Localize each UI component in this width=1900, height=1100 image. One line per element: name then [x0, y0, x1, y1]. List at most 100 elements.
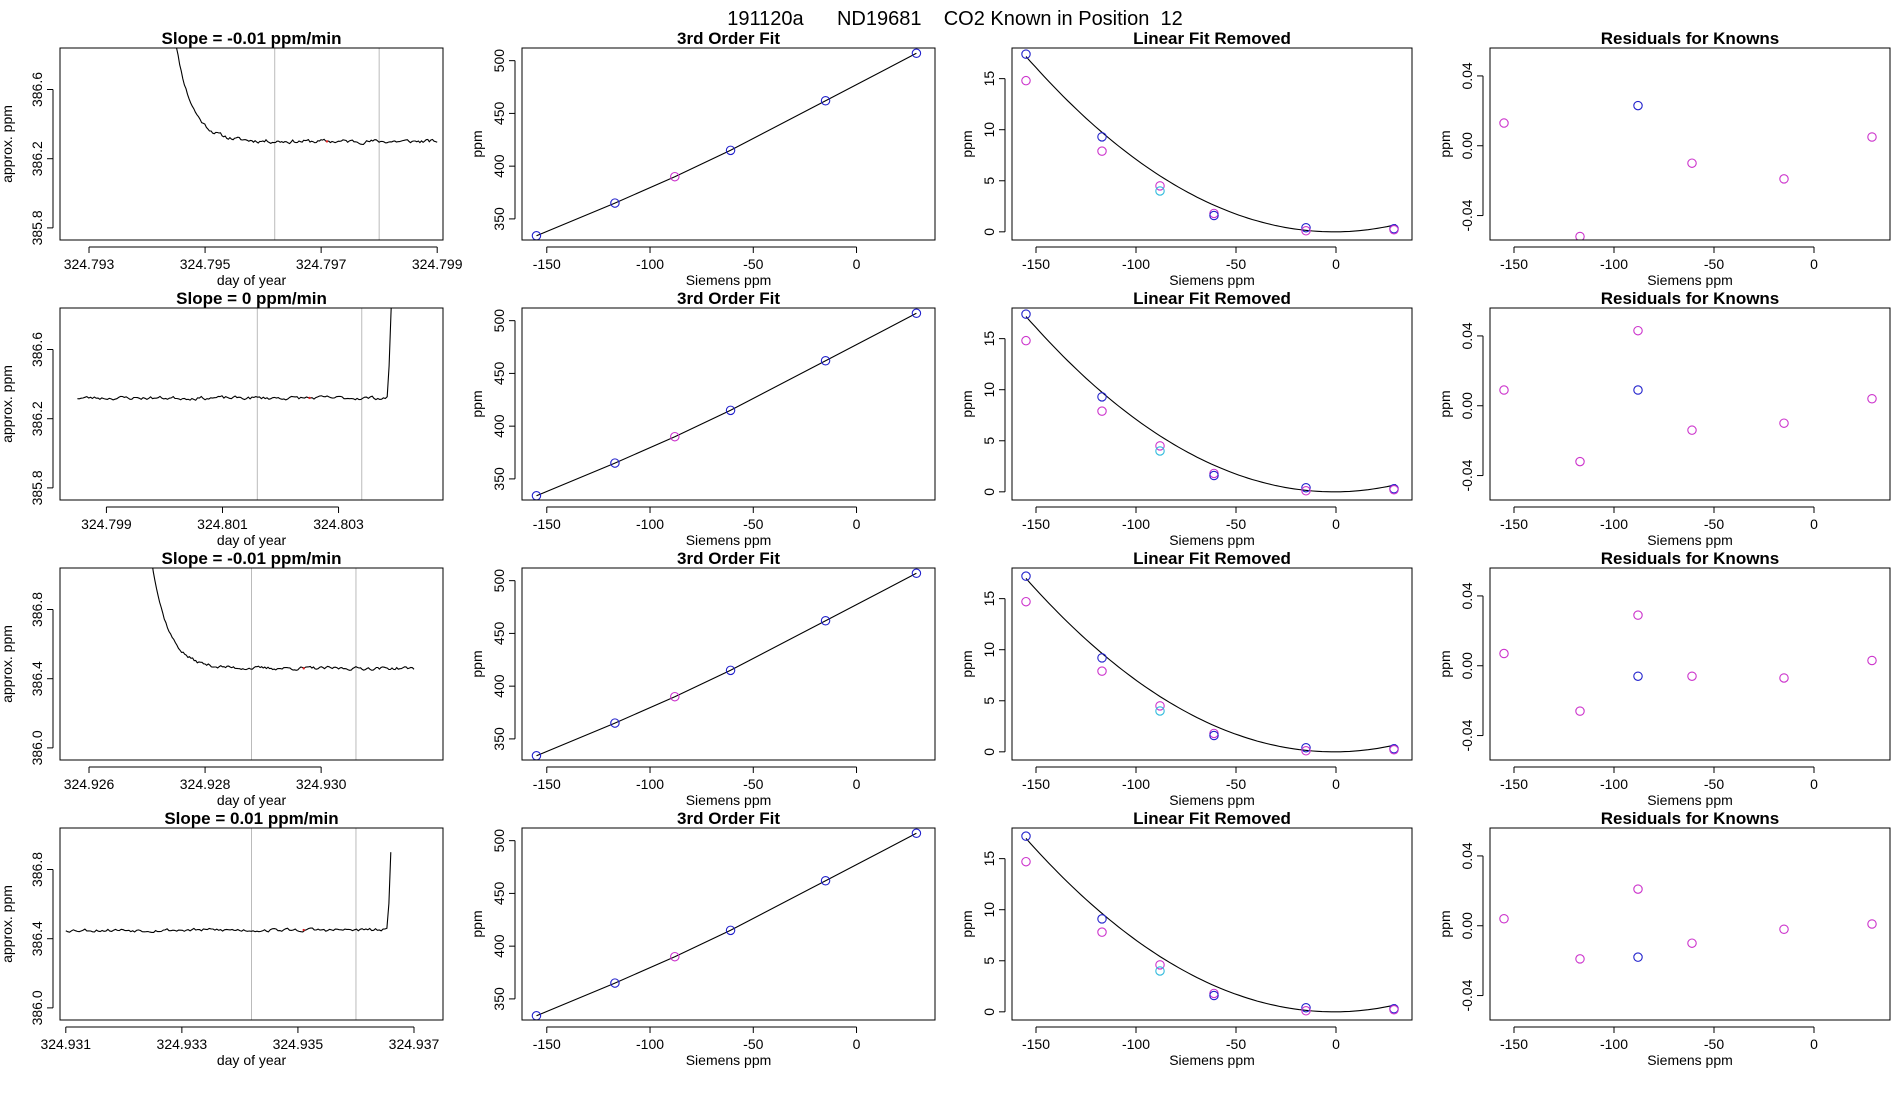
- y-tick-label: 450: [491, 882, 507, 906]
- x-axis: 324.799 324.801 324.803 day of year: [81, 506, 364, 548]
- y-tick-label: 0.00: [1459, 912, 1475, 939]
- data-point: [1389, 745, 1399, 755]
- y-axis-label: ppm: [959, 650, 975, 677]
- data-point: [1633, 610, 1643, 620]
- data-point: [1097, 653, 1107, 663]
- x-tick-label: 0: [1810, 776, 1818, 792]
- concentration-trace: [65, 852, 392, 933]
- data-point: [725, 405, 736, 416]
- y-axis: 386.0 386.4 386.8 approx. ppm: [0, 852, 54, 1025]
- data-point: [531, 231, 542, 240]
- data-point: [1021, 571, 1031, 581]
- y-tick-label: 386.0: [29, 730, 45, 765]
- data-point: [1301, 746, 1311, 756]
- curvature-curve: [1025, 838, 1397, 1013]
- x-tick-label: -150: [533, 516, 561, 532]
- data-point: [1209, 468, 1219, 479]
- data-point: [1389, 225, 1399, 235]
- data-point: [1097, 392, 1107, 402]
- plot-area: [77, 308, 392, 500]
- x-tick-label: -100: [1122, 516, 1150, 532]
- concentration-trace: [175, 48, 438, 145]
- data-point: [820, 875, 831, 886]
- y-axis: 385.8 386.2 386.6 approx. ppm: [0, 72, 54, 245]
- y-tick-label: 386.6: [29, 72, 45, 107]
- x-tick-label: 0: [1810, 516, 1818, 532]
- x-tick-label: 324.797: [296, 256, 347, 272]
- y-tick-label: 15: [981, 71, 997, 87]
- y-tick-label: 10: [981, 642, 997, 658]
- data-point: [1209, 470, 1219, 481]
- x-axis-label: day of year: [217, 532, 287, 548]
- x-tick-label: -100: [1600, 1036, 1628, 1052]
- curvature-curve: [1025, 316, 1397, 493]
- x-tick-label: -100: [1600, 516, 1628, 532]
- data-point: [1389, 485, 1399, 495]
- y-tick-label: 385.8: [29, 470, 45, 505]
- panel-3-3: Residuals for Knowns -150 -100 -50 0 Siemens …: [1437, 809, 1891, 1068]
- data-point: [1301, 1006, 1311, 1016]
- data-point: [1021, 309, 1031, 319]
- y-tick-label: 350: [491, 987, 507, 1011]
- x-tick-label: -100: [1600, 256, 1628, 272]
- y-tick-label: 10: [981, 122, 997, 138]
- panel-3-2: Linear Fit Removed -150 -100 -50 0 Siemens pp…: [959, 809, 1413, 1068]
- concentration-trace: [152, 568, 415, 671]
- x-tick-label: 0: [1332, 776, 1340, 792]
- figure-title: 191120a ND19681 CO2 Known in Position 12: [727, 8, 1182, 30]
- panel-title: Slope = 0 ppm/min: [176, 289, 327, 308]
- x-tick-label: -150: [1022, 1036, 1050, 1052]
- y-tick-label: 386.0: [29, 990, 45, 1025]
- data-point: [1097, 146, 1107, 156]
- y-tick-label: 5: [981, 177, 997, 185]
- plot-area: [1021, 571, 1399, 756]
- y-axis-label: ppm: [469, 910, 485, 937]
- data-point: [1389, 1005, 1399, 1015]
- data-point: [1209, 208, 1219, 219]
- panel-2-1: 3rd Order Fit -150 -100 -50 0 Siemens ppm 350 4…: [469, 549, 936, 808]
- data-point: [610, 978, 620, 988]
- data-point: [1209, 730, 1219, 741]
- panel-title: Slope = -0.01 ppm/min: [162, 29, 342, 48]
- y-axis: 350 400 450 500 ppm: [469, 829, 516, 1011]
- y-tick-label: 386.8: [29, 852, 45, 887]
- x-axis-label: Siemens ppm: [1169, 1052, 1255, 1068]
- panel-title: 3rd Order Fit: [677, 549, 780, 568]
- y-tick-label: 5: [981, 437, 997, 445]
- y-tick-label: 0.04: [1459, 842, 1475, 869]
- x-axis: -150 -100 -50 0 Siemens ppm: [1500, 246, 1818, 288]
- data-point: [1499, 385, 1509, 395]
- panel-title: Linear Fit Removed: [1133, 809, 1291, 828]
- data-point: [1779, 673, 1789, 683]
- y-tick-label: 0.00: [1459, 652, 1475, 679]
- data-point: [1155, 966, 1165, 976]
- plot-frame: [59, 827, 444, 1021]
- x-tick-label: -100: [1600, 776, 1628, 792]
- x-axis-label: Siemens ppm: [1647, 532, 1733, 548]
- data-point: [1301, 1002, 1311, 1013]
- x-tick-label: -50: [1704, 256, 1724, 272]
- panel-1-3: Residuals for Knowns -150 -100 -50 0 Siemens …: [1437, 289, 1891, 548]
- data-point: [670, 951, 680, 962]
- y-axis-label: ppm: [469, 390, 485, 417]
- y-tick-label: 15: [981, 331, 997, 347]
- data-point: [1779, 418, 1789, 428]
- x-tick-label: -50: [743, 1036, 763, 1052]
- data-point: [1097, 927, 1107, 937]
- x-tick-label: -50: [1704, 516, 1724, 532]
- data-point: [1021, 335, 1031, 346]
- panel-2-3: Residuals for Knowns -150 -100 -50 0 Siemens …: [1437, 549, 1891, 808]
- data-point: [1575, 231, 1585, 240]
- data-point: [1301, 226, 1311, 236]
- data-point: [1021, 49, 1031, 59]
- y-axis: 350 400 450 500 ppm: [469, 309, 516, 491]
- concentration-trace: [77, 308, 392, 401]
- data-point: [1097, 914, 1107, 924]
- y-axis: 350 400 450 500 ppm: [469, 49, 516, 231]
- data-point: [1155, 186, 1165, 196]
- data-point: [1155, 701, 1165, 711]
- y-axis: -0.04 0.00 0.04 ppm: [1437, 582, 1484, 752]
